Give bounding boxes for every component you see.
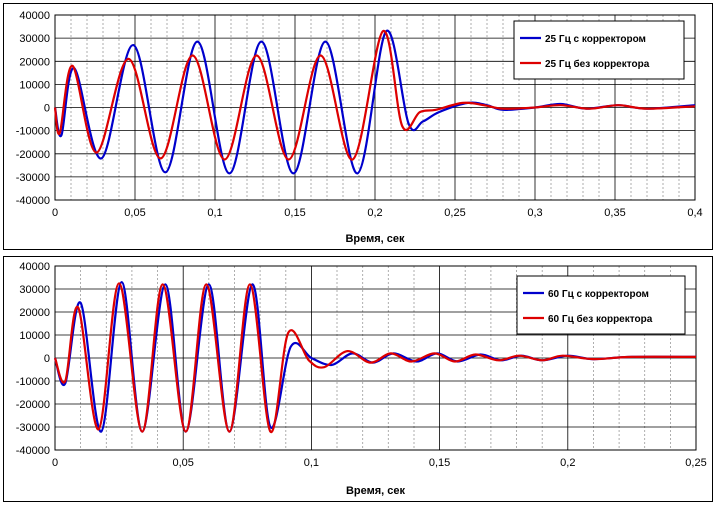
x-tick-labels: 0 0,05 0,1 0,15 0,2 0,25: [52, 457, 707, 469]
x-tick-label: 0: [52, 457, 58, 469]
y-tick-label: -20000: [16, 149, 50, 161]
legend-entry-label: 25 Гц без корректора: [545, 58, 650, 70]
legend-entry-label: 60 Гц без корректора: [548, 313, 653, 325]
legend-box: [516, 275, 686, 335]
y-tick-label: 10000: [19, 330, 50, 342]
legend: 25 Гц с корректором 25 Гц без корректора: [513, 20, 685, 80]
x-tick-label: 0,1: [207, 207, 222, 219]
y-tick-label: 20000: [19, 307, 50, 319]
y-tick-label: -10000: [16, 126, 50, 138]
series-line-2: [53, 30, 696, 161]
x-tick-label: 0,25: [685, 457, 706, 469]
series-lines: [53, 30, 696, 175]
y-tick-label: -30000: [16, 422, 50, 434]
y-tick-label: -10000: [16, 376, 50, 388]
x-axis-title: Время, сек: [345, 233, 405, 245]
legend-entry-label: 25 Гц с корректором: [545, 34, 646, 45]
y-tick-label: 40000: [19, 10, 50, 22]
x-tick-label: 0,25: [444, 207, 465, 219]
x-tick-label: 0,1: [304, 457, 319, 469]
x-tick-labels: 0 0,05 0,1 0,15 0,2 0,25 0,3 0,35 0,4: [52, 207, 703, 219]
y-tick-label: -30000: [16, 172, 50, 184]
x-tick-label: 0,15: [429, 457, 450, 469]
x-tick-label: 0,4: [687, 207, 702, 219]
x-tick-label: 0,05: [172, 457, 193, 469]
x-axis-title: Время, сек: [346, 485, 406, 497]
y-tick-label: 40000: [19, 261, 50, 273]
y-tick-label: 30000: [19, 33, 50, 45]
y-tick-label: 30000: [19, 284, 50, 296]
series-lines: [53, 281, 697, 433]
series-line-2: [53, 282, 697, 433]
x-tick-label: 0,3: [527, 207, 542, 219]
y-tick-label: -40000: [16, 445, 50, 457]
y-tick-label: 20000: [19, 56, 50, 68]
y-tick-label: -40000: [16, 195, 50, 207]
y-tick-label: 0: [44, 103, 50, 115]
x-tick-label: 0,15: [284, 207, 305, 219]
y-tick-label: -20000: [16, 399, 50, 411]
y-tick-labels: -40000 -30000 -20000 -10000 0 10000 20000 30000…: [16, 261, 50, 457]
x-tick-label: 0: [52, 207, 58, 219]
y-tick-labels: -40000 -30000 -20000 -10000 0 10000 20000 30000…: [16, 10, 50, 207]
x-tick-label: 0,2: [560, 457, 575, 469]
y-tick-label: 0: [44, 353, 50, 365]
legend-box: [513, 20, 685, 80]
chart-bottom-svg: -40000 -30000 -20000 -10000 0 10000 20000 30000…: [16, 261, 707, 497]
x-tick-label: 0,2: [367, 207, 382, 219]
x-tick-label: 0,05: [124, 207, 145, 219]
chart-top-svg: -40000 -30000 -20000 -10000 0 10000 20000 30000…: [16, 10, 703, 245]
y-tick-label: 10000: [19, 79, 50, 91]
x-tick-label: 0,35: [604, 207, 625, 219]
legend-entry-label: 60 Гц с корректором: [548, 289, 649, 300]
legend: 60 Гц с корректором 60 Гц без корректора: [516, 275, 686, 335]
chart-panel-top: -40000 -30000 -20000 -10000 0 10000 20000 30000…: [3, 3, 713, 250]
chart-panel-bottom: -40000 -30000 -20000 -10000 0 10000 20000 30000…: [3, 256, 713, 502]
